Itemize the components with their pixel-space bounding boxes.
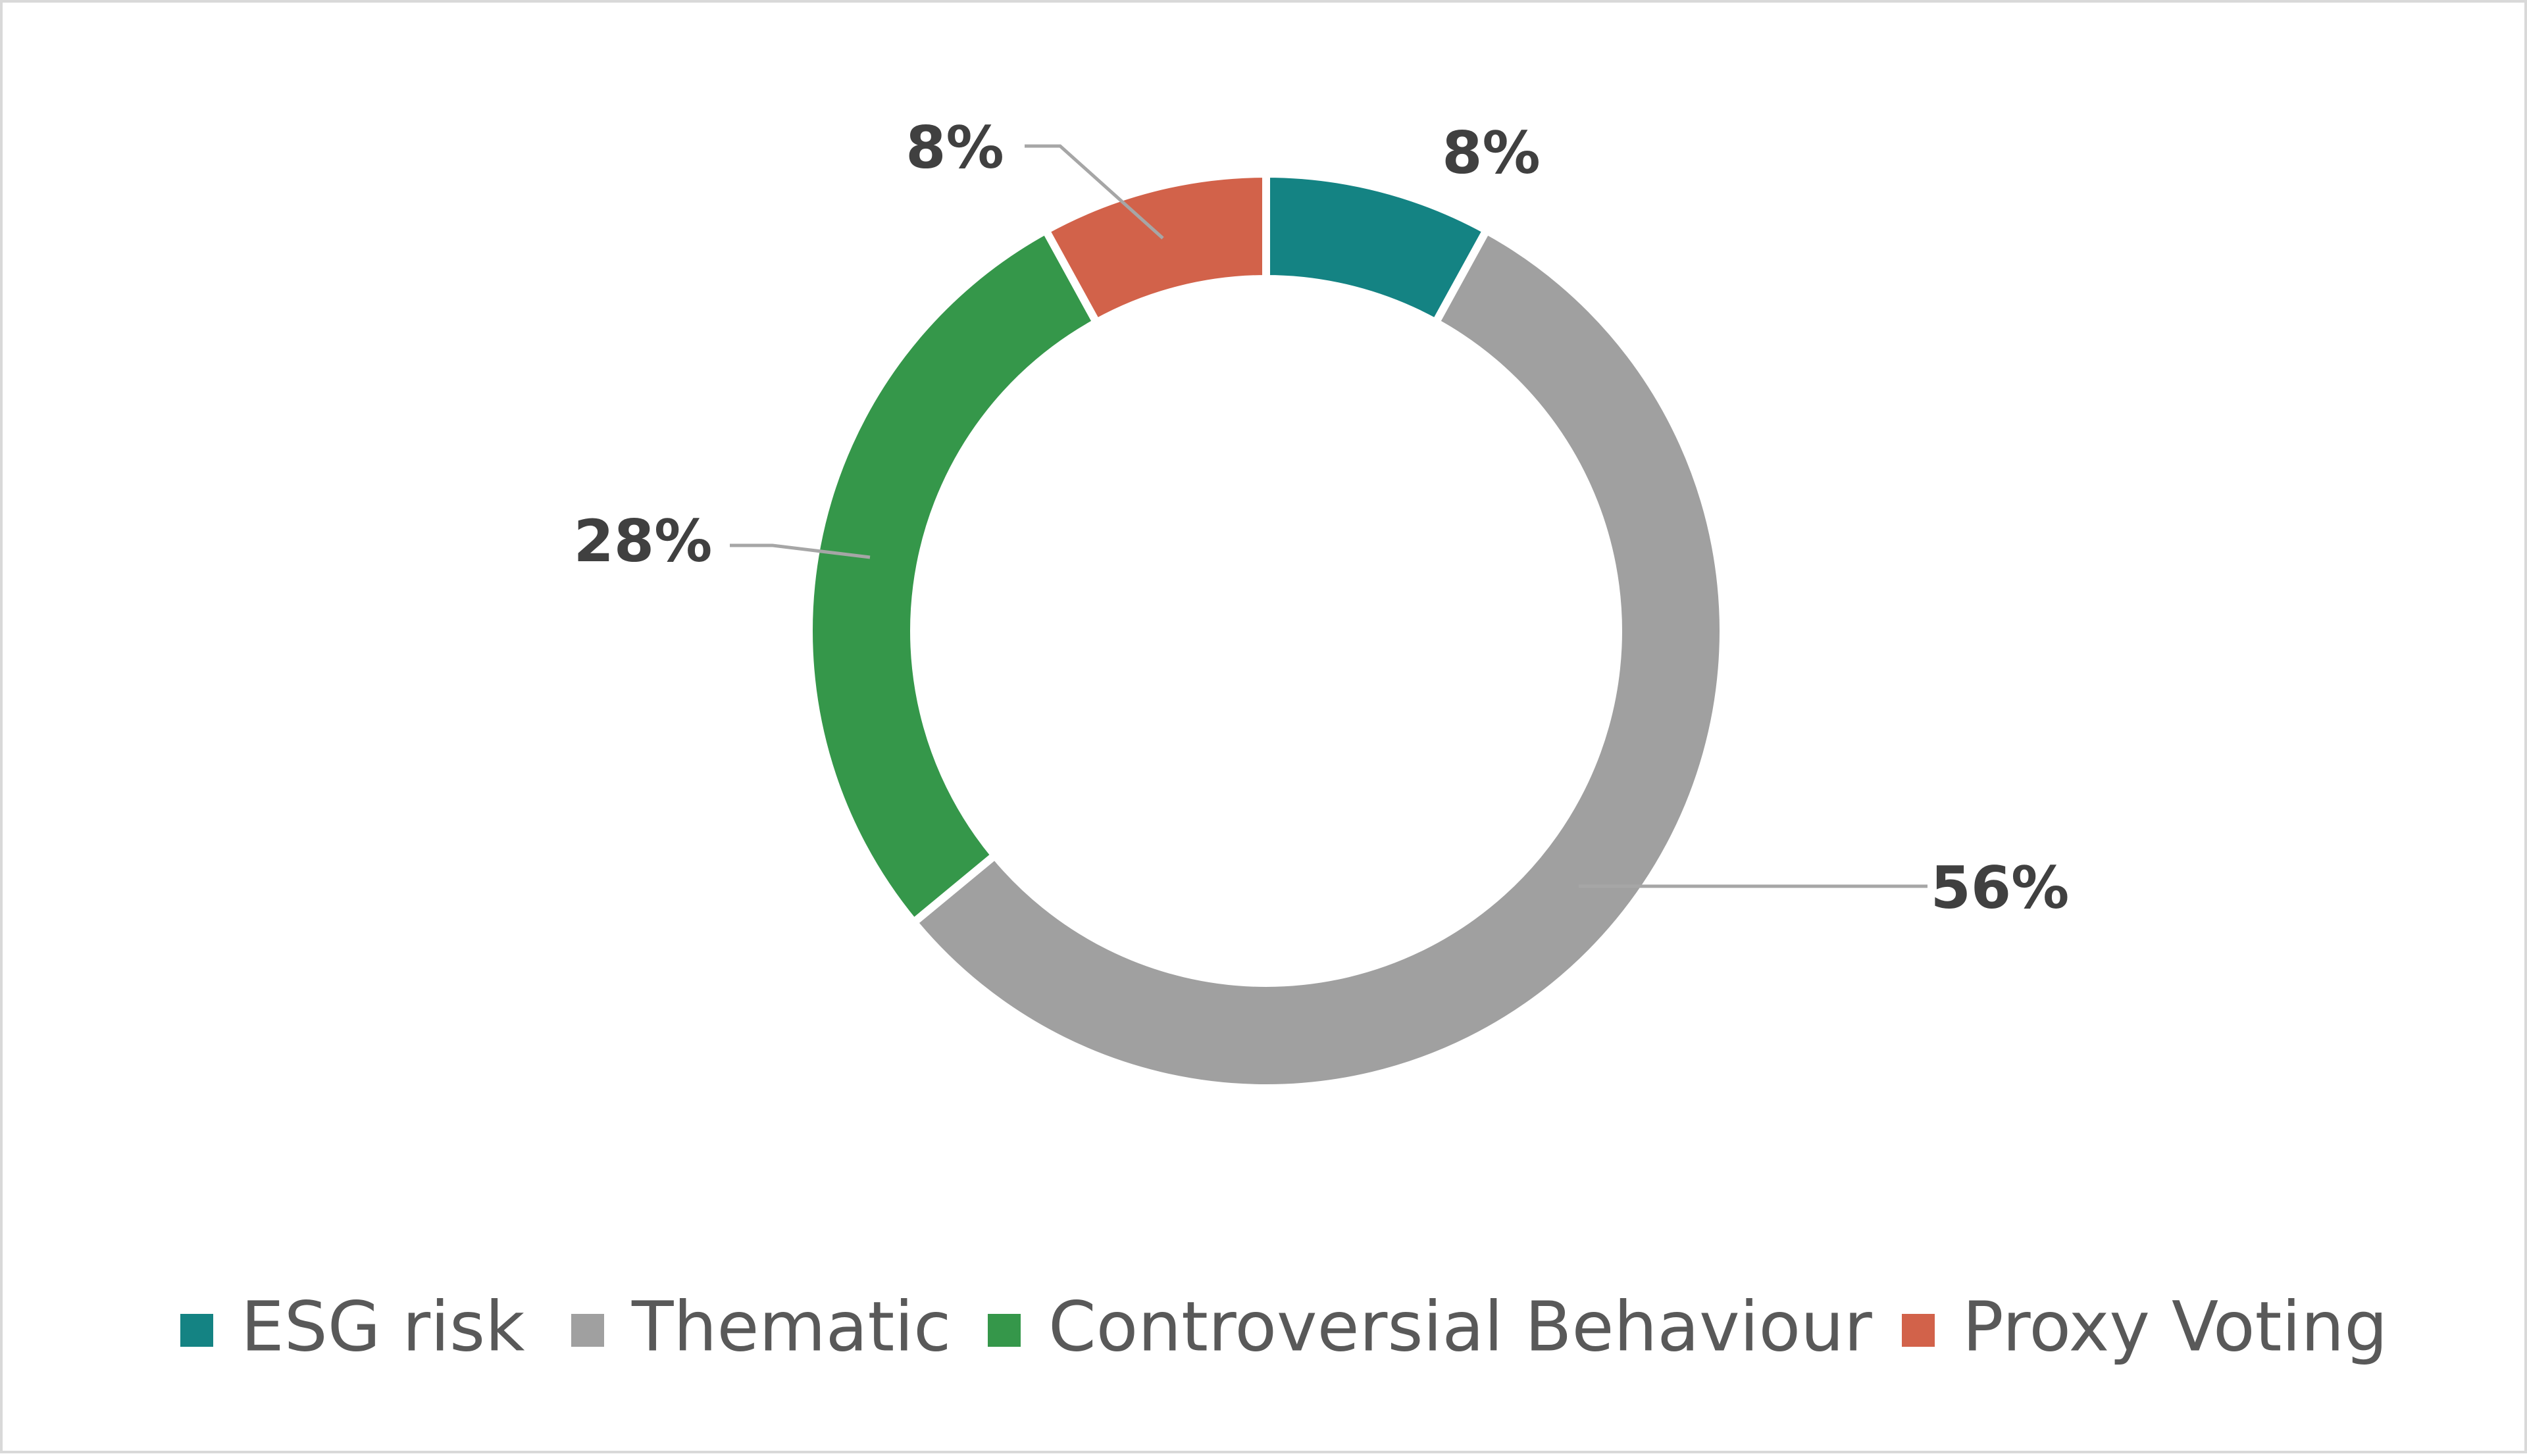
slice-proxy-voting[interactable] [1040,169,1270,328]
legend-swatch-thematic [571,1314,604,1347]
legend-label-proxy-voting: Proxy Voting [1962,1286,2387,1367]
legend-item-thematic[interactable]: Thematic [571,1286,951,1367]
slice-thematic[interactable] [908,224,1727,1092]
data-label-controversial-behaviour: 28% [574,507,713,575]
legend-item-esg-risk[interactable]: ESG risk [180,1286,524,1367]
legend-label-controversial-behaviour: Controversial Behaviour [1048,1286,1872,1367]
slice-controversial-behaviour[interactable] [804,224,1102,928]
slices-group [804,169,1727,1092]
legend-item-proxy-voting[interactable]: Proxy Voting [1902,1286,2387,1367]
data-label-esg-risk: 8% [1442,119,1540,187]
leader-line-proxy-voting [1025,144,1164,239]
legend-label-thematic: Thematic [631,1286,951,1367]
data-labels-group: 8% 56% 28% 8% [574,114,2070,922]
leader-line-controversial-behaviour [730,543,871,559]
legend: ESG risk Thematic Controversial Behaviour P… [180,1286,2387,1367]
leader-lines-group [730,144,1927,888]
legend-swatch-proxy-voting [1902,1314,1935,1347]
data-label-proxy-voting: 8% [906,114,1004,182]
legend-item-controversial-behaviour[interactable]: Controversial Behaviour [988,1286,1872,1367]
legend-swatch-esg-risk [180,1314,213,1347]
legend-label-esg-risk: ESG risk [241,1286,524,1367]
legend-swatch-controversial-behaviour [988,1314,1021,1347]
donut-chart: 8% 56% 28% 8% ESG risk Thematic Controversial… [180,114,2387,1367]
data-label-thematic: 56% [1931,854,2070,922]
